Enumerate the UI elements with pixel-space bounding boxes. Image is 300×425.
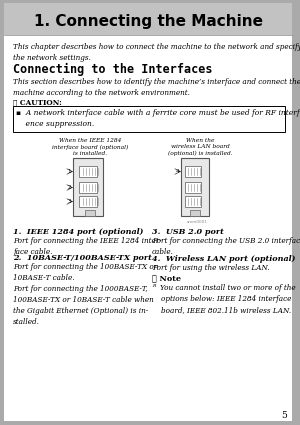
Bar bbox=[13, 106, 285, 132]
Text: This chapter describes how to connect the machine to the network and specify
the: This chapter describes how to connect th… bbox=[13, 43, 300, 62]
Text: 3.  USB 2.0 port: 3. USB 2.0 port bbox=[152, 228, 224, 236]
Text: 1. Connecting the Machine: 1. Connecting the Machine bbox=[34, 14, 262, 28]
Text: 4: 4 bbox=[176, 169, 179, 174]
Bar bbox=[79, 166, 97, 177]
Bar bbox=[185, 182, 201, 193]
Text: 📄 Note: 📄 Note bbox=[152, 275, 181, 283]
Text: This section describes how to identify the machine’s interface and connect the
m: This section describes how to identify t… bbox=[13, 78, 300, 97]
Text: 2.  10BASE-T/100BASE-TX port: 2. 10BASE-T/100BASE-TX port bbox=[13, 254, 152, 262]
Bar bbox=[79, 182, 97, 193]
Text: 1: 1 bbox=[68, 169, 71, 174]
Bar bbox=[85, 210, 95, 216]
Bar bbox=[73, 158, 103, 216]
Bar bbox=[185, 196, 201, 207]
Text: When the IEEE 1284
interface board (optional)
is installed.: When the IEEE 1284 interface board (opti… bbox=[52, 138, 128, 156]
Text: 1.  IEEE 1284 port (optional): 1. IEEE 1284 port (optional) bbox=[13, 228, 143, 236]
Text: 3: 3 bbox=[68, 199, 71, 204]
Bar bbox=[185, 166, 201, 177]
Text: Port for connecting the 100BASE-TX or
10BASE-T cable.
Port for connecting the 10: Port for connecting the 100BASE-TX or 10… bbox=[13, 263, 157, 326]
Text: 2: 2 bbox=[68, 185, 71, 190]
Text: When the
wireless LAN board
(optional) is installed.: When the wireless LAN board (optional) i… bbox=[168, 138, 232, 156]
Bar bbox=[190, 210, 200, 216]
Bar bbox=[79, 196, 97, 207]
Text: Port for using the wireless LAN.: Port for using the wireless LAN. bbox=[152, 264, 270, 272]
Text: 5: 5 bbox=[281, 411, 287, 420]
Text: Port for connecting the USB 2.0 interface
cable.: Port for connecting the USB 2.0 interfac… bbox=[152, 237, 300, 256]
Text: ⚠ CAUTION:: ⚠ CAUTION: bbox=[13, 98, 62, 106]
Text: Port for connecting the IEEE 1284 inter-
face cable.: Port for connecting the IEEE 1284 inter-… bbox=[13, 237, 162, 256]
Bar bbox=[4, 3, 292, 35]
Text: ᴿ  You cannot install two or more of the
    options below: IEEE 1284 interface
: ᴿ You cannot install two or more of the … bbox=[152, 284, 296, 314]
Text: smm0001: smm0001 bbox=[187, 220, 207, 224]
Text: 4.  Wireless LAN port (optional): 4. Wireless LAN port (optional) bbox=[152, 255, 296, 263]
Text: ▪  A network interface cable with a ferrite core must be used for RF interfer-
 : ▪ A network interface cable with a ferri… bbox=[16, 109, 300, 128]
Bar bbox=[181, 158, 209, 216]
Text: Connecting to the Interfaces: Connecting to the Interfaces bbox=[13, 63, 212, 76]
